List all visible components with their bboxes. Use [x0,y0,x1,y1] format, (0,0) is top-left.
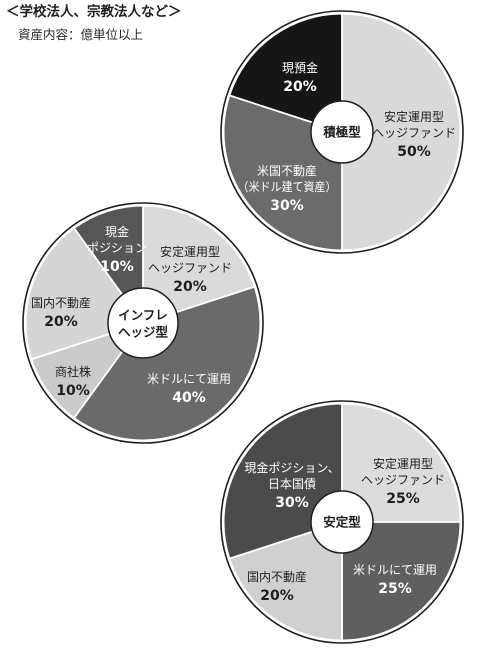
pie-slice-2 [341,521,462,642]
slice-value-unit: % [295,495,309,511]
slice-label: 安定運用型 [384,109,444,124]
page-title: ＜学校法人、宗教法人など＞ [6,4,182,20]
slice-label: 米ドルにて運用 [147,372,231,386]
pie-slice-3 [228,12,343,133]
pie-center-label: 安定型 [323,515,361,530]
page-subtitle: 資産内容：億単位以上 [18,27,144,42]
pie-slice-1 [341,402,462,523]
pie-center-hole [310,100,374,164]
pie-slice-1 [341,12,462,252]
slice-label: 商社株 [55,364,91,379]
slice-value-number: 20 [260,588,280,604]
slice-value-unit: % [76,383,90,399]
slice-label: ヘッジファンド [148,261,232,275]
slice-value-unit: % [192,390,206,406]
slice-value-unit: % [193,279,207,295]
slice-value-number: 40 [172,390,192,406]
slice-label: 日本国債 [268,476,316,491]
slice-value-number: 50 [397,144,417,160]
slice-label: （米ドル建て資産） [238,179,337,194]
slice-value: 10% [100,259,134,275]
slice-value: 20% [173,279,207,295]
pie-center-label: ヘッジ型 [118,325,169,340]
slice-value-number: 20 [44,314,64,330]
slice-value: 40% [172,390,206,406]
slice-label: 安定運用型 [373,456,433,471]
slice-value-number: 10 [100,259,120,275]
pie-center-hole [107,287,179,359]
slice-value: 20% [44,314,78,330]
slice-label: 現金ポジション、 [244,460,339,475]
pie-slice-3 [228,521,343,642]
slice-value-number: 20 [283,79,303,95]
slice-value-number: 10 [56,383,76,399]
slice-label: 現金 [105,224,129,239]
slice-value-number: 20 [173,279,193,295]
slice-value-number: 30 [270,198,290,214]
slice-label: 国内不動産 [247,569,307,584]
slice-value: 10% [56,383,90,399]
slice-value-unit: % [303,79,317,95]
slice-value: 20% [283,79,317,95]
pie-center-label: インフレ [118,308,168,323]
slice-value-number: 25 [386,491,405,507]
slice-label: ポジション [87,241,147,255]
slice-value-number: 25 [378,581,397,597]
slice-value-unit: % [120,259,134,275]
slice-label: 米ドルにて運用 [353,563,437,577]
slice-value: 25% [378,581,412,597]
slice-value: 25% [386,491,420,507]
slice-value: 50% [397,144,431,160]
slice-label: 安定運用型 [160,244,220,259]
slice-value-unit: % [280,588,294,604]
pie-center-label: 積極型 [322,125,361,140]
pie-slice-2 [73,285,262,442]
slice-value-unit: % [290,198,304,214]
slice-value-unit: % [398,581,412,597]
slice-value-unit: % [406,491,420,507]
slice-value-number: 30 [275,495,295,511]
slice-label: 現預金 [282,60,318,75]
pie-slice-1 [142,204,256,324]
slice-label: 国内不動産 [31,295,91,310]
pie-slice-3 [30,322,144,419]
slice-value: 20% [260,588,294,604]
slice-label: ヘッジファンド [361,473,445,487]
slice-value-unit: % [64,314,78,330]
slice-value-unit: % [417,144,431,160]
slice-label: 米国不動産 [257,163,317,178]
slice-value: 30% [270,198,304,214]
slice-label: ヘッジファンド [372,126,456,140]
pie-center-hole [310,490,374,554]
slice-value: 30% [275,495,309,511]
